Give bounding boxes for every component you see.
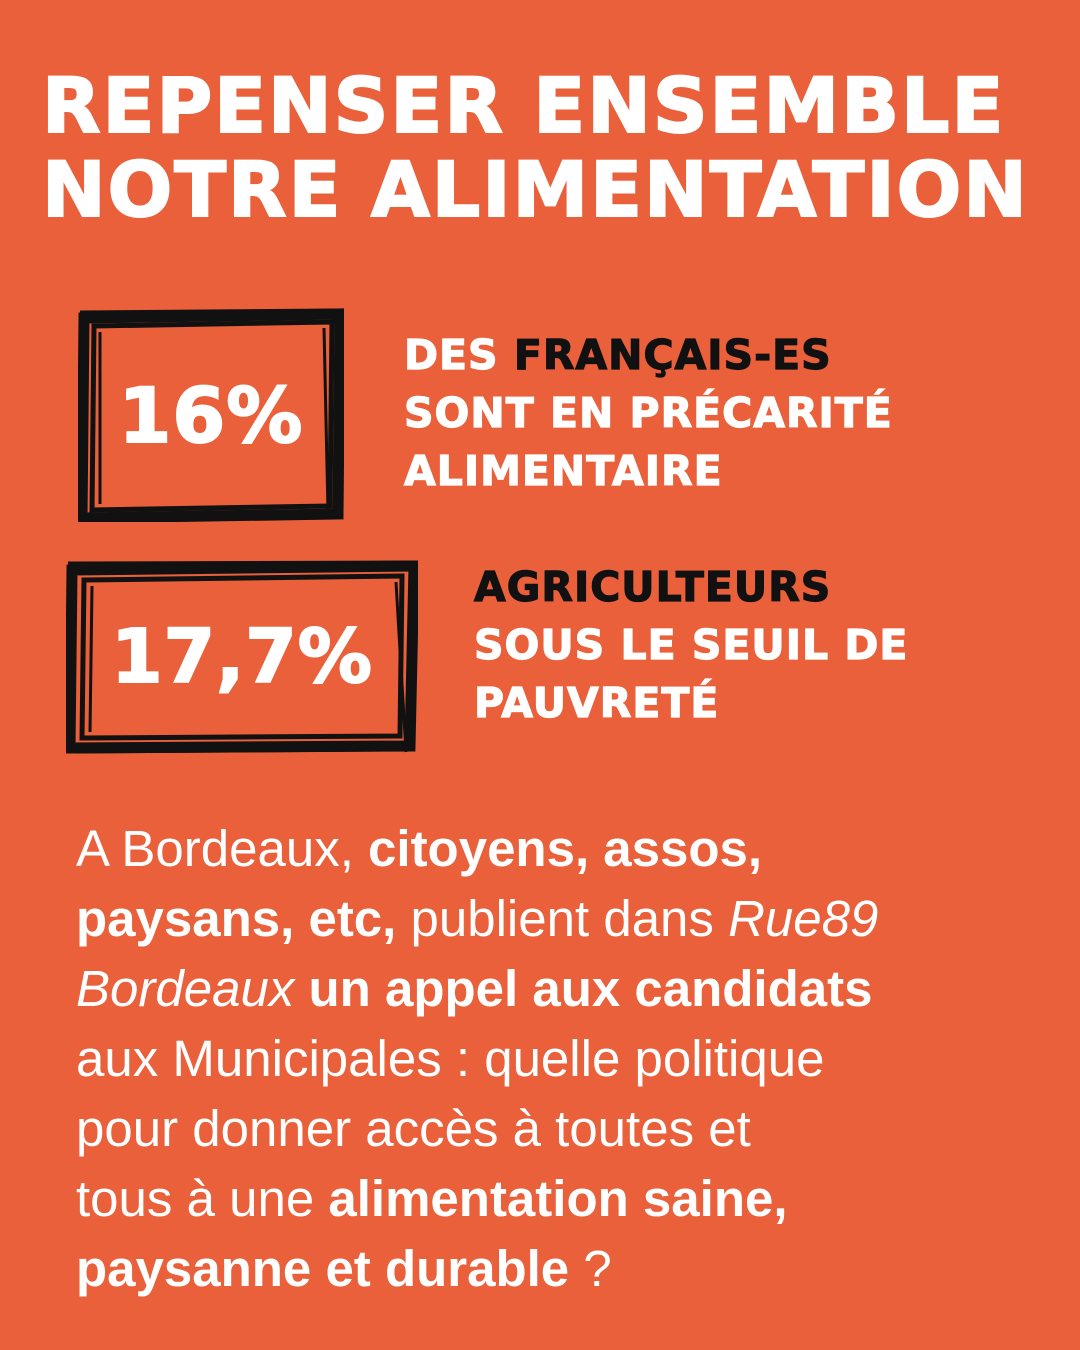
paragraph-line-3: Bordeaux un appel aux candidats — [76, 954, 1036, 1024]
stat-box-1: 16% — [78, 308, 344, 522]
paragraph-italic-2: Bordeaux — [76, 960, 295, 1017]
stat-box-2: 17,7% — [66, 560, 418, 754]
paragraph-text-7: ? — [569, 1240, 612, 1297]
stat-value-2: 17,7% — [110, 613, 373, 701]
paragraph-text-3 — [294, 960, 308, 1017]
paragraph-bold-5: paysanne et durable — [76, 1240, 570, 1297]
stat-value-1: 16% — [118, 370, 304, 461]
stat-text-2-highlight: AGRICULTEURS — [473, 562, 832, 611]
stat-text-1-line-2: SONT EN PRÉCARITÉ — [403, 388, 893, 437]
stat-text-2: AGRICULTEURS SOUS LE SEUIL DE PAUVRETÉ — [473, 558, 909, 732]
paragraph-text-2: publient dans — [396, 890, 729, 947]
stat-text-2-line-2: SOUS LE SEUIL DE — [473, 620, 909, 669]
page-title: REPENSER ENSEMBLE NOTRE ALIMENTATION — [41, 61, 1052, 234]
stat-box-2-frame — [66, 560, 418, 754]
stat-text-1-highlight: FRANÇAIS-ES — [513, 330, 832, 379]
paragraph-line-1: A Bordeaux, citoyens, assos, — [76, 814, 1036, 884]
paragraph-bold-3: un appel aux candidats — [308, 960, 873, 1017]
paragraph-bold-2: paysans, etc, — [76, 890, 397, 947]
stat-text-1-line-3: ALIMENTAIRE — [403, 446, 723, 495]
stat-text-1-prefix: DES — [403, 330, 514, 379]
stat-text-1: DES FRANÇAIS-ES SONT EN PRÉCARITÉ ALIMEN… — [403, 326, 893, 500]
paragraph-line-6: tous à une alimentation saine, — [76, 1164, 1036, 1234]
title-line-1: REPENSER ENSEMBLE — [41, 61, 1006, 150]
paragraph-text-6: tous à une — [76, 1170, 329, 1227]
paragraph-bold-1: citoyens, assos, — [368, 820, 763, 877]
paragraph-bold-4: alimentation saine, — [328, 1170, 788, 1227]
paragraph-line-5: pour donner accès à toutes et — [76, 1100, 751, 1157]
paragraph-line-2: paysans, etc, publient dans Rue89 — [76, 884, 1036, 954]
paragraph-line-7: paysanne et durable ? — [76, 1234, 1036, 1304]
stat-box-1-frame — [78, 308, 344, 522]
paragraph-text-1: A Bordeaux, — [76, 820, 369, 877]
title-line-2: NOTRE ALIMENTATION — [41, 145, 1029, 234]
stat-text-2-line-3: PAUVRETÉ — [473, 678, 720, 727]
paragraph-line-4: aux Municipales : quelle politique — [76, 1030, 825, 1087]
stat-text-1-line-1: DES FRANÇAIS-ES — [403, 326, 893, 384]
body-paragraph: A Bordeaux, citoyens, assos, paysans, et… — [76, 814, 1036, 1304]
paragraph-italic-1: Rue89 — [728, 890, 879, 947]
